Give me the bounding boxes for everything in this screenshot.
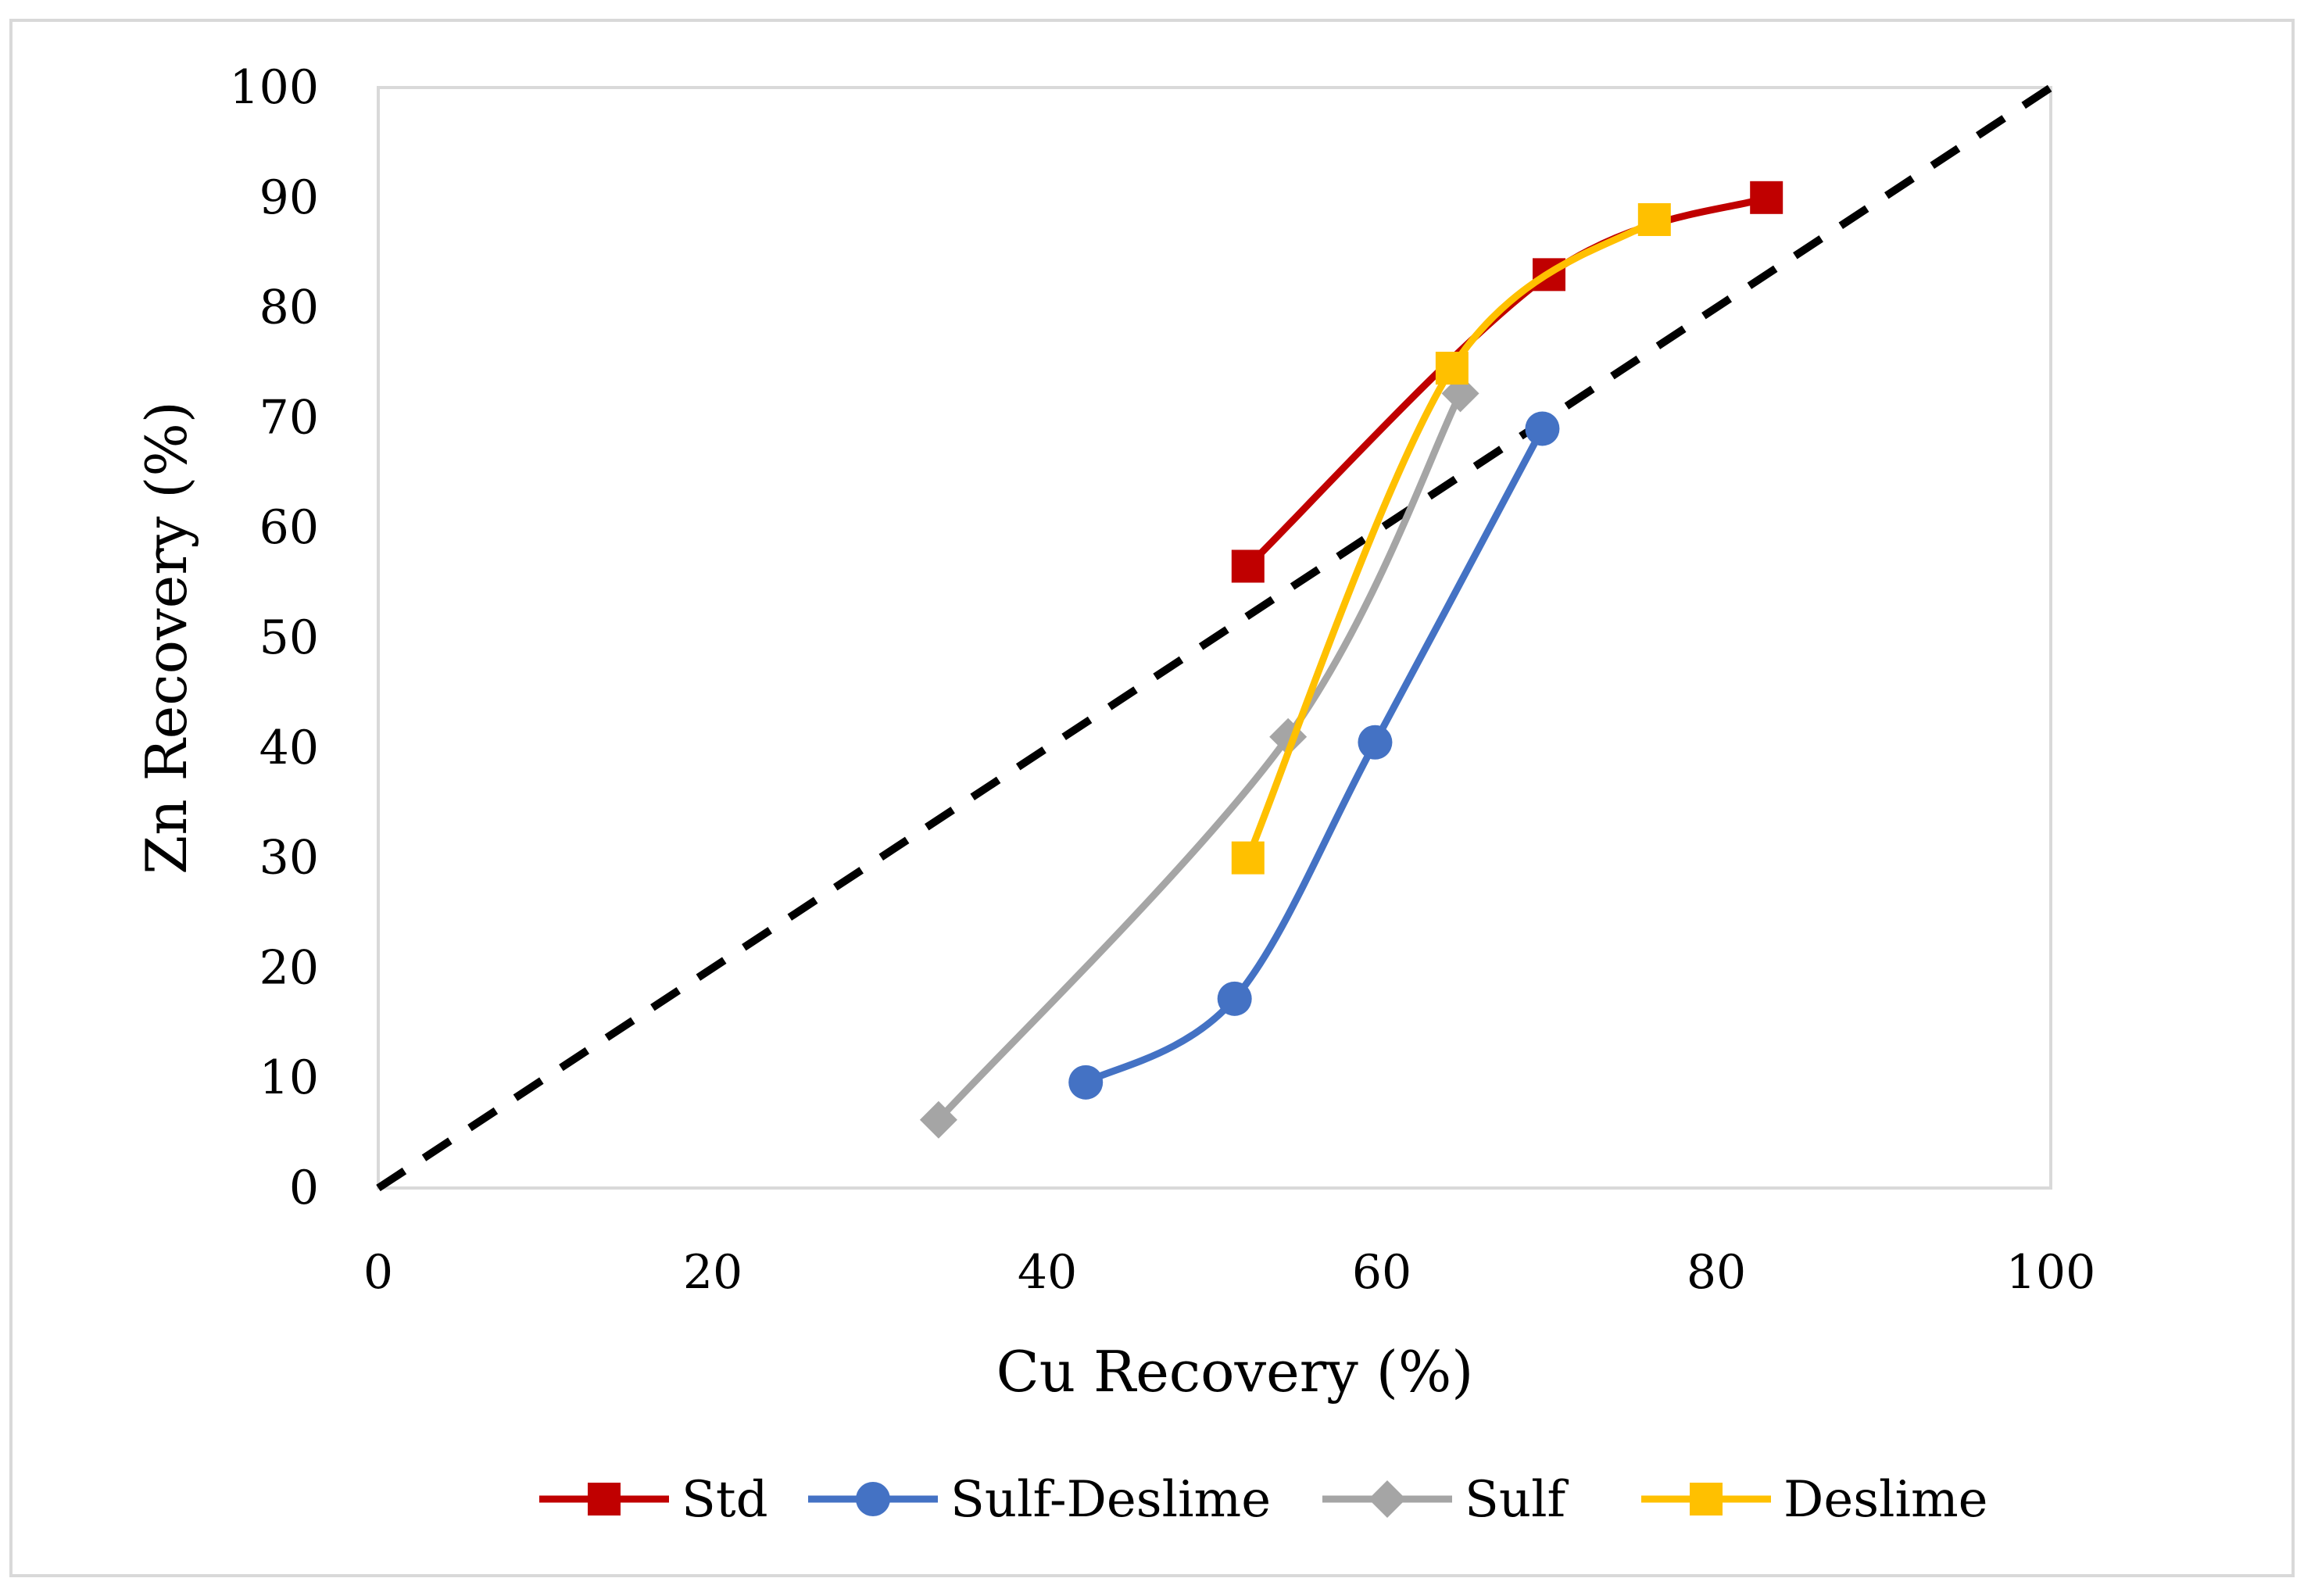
plot-area — [377, 86, 2052, 1190]
x-tick-label: 20 — [683, 1245, 742, 1300]
x-tick-label: 0 — [363, 1245, 393, 1300]
y-tick-label: 40 — [259, 721, 319, 775]
legend-label-deslime: Deslime — [1783, 1471, 1988, 1529]
data-point-sulf — [919, 1100, 957, 1139]
y-tick-label: 90 — [259, 170, 319, 225]
legend-marker-deslime — [1690, 1483, 1723, 1515]
y-tick-label: 50 — [259, 610, 319, 665]
y-tick-label: 60 — [259, 500, 319, 555]
series-sulf — [919, 374, 1479, 1139]
data-point-sulf-deslime — [1217, 981, 1252, 1016]
data-point-sulf-deslime — [1525, 411, 1560, 446]
x-tick-label: 40 — [1018, 1245, 1077, 1300]
series-deslime — [1231, 202, 1671, 875]
legend-marker-sulf — [1368, 1480, 1406, 1518]
legend-label-sulf-deslime: Sulf-Deslime — [950, 1471, 1271, 1529]
x-tick-label: 80 — [1687, 1245, 1746, 1300]
data-point-sulf-deslime — [1068, 1065, 1104, 1100]
data-point-deslime — [1231, 841, 1265, 875]
y-tick-label: 0 — [289, 1161, 319, 1215]
data-point-deslime — [1435, 352, 1469, 385]
legend-label-sulf: Sulf — [1465, 1471, 1569, 1529]
legend: Std Sulf-Deslime Sulf Deslime — [539, 1471, 1988, 1529]
series-line-sulf-deslime — [1082, 424, 1546, 1086]
data-point-std — [1231, 549, 1265, 583]
series-sulf-deslime — [1068, 411, 1560, 1100]
y-tick-label: 70 — [259, 390, 319, 445]
axis-ticks: 0 20 40 60 80 100 0 10 20 30 40 50 60 70 80 90 100 — [229, 60, 2095, 1300]
y-tick-label: 80 — [259, 281, 319, 335]
y-tick-label: 30 — [259, 831, 319, 886]
reference-dashed-line — [376, 84, 2053, 1192]
data-point-sulf-deslime — [1358, 725, 1393, 760]
x-axis-title: Cu Recovery (%) — [996, 1339, 1474, 1405]
series-layer — [919, 181, 1783, 1139]
x-tick-label: 60 — [1352, 1245, 1411, 1300]
y-tick-label: 10 — [259, 1050, 319, 1105]
series-line-deslime — [1244, 216, 1658, 862]
reference-line-layer — [376, 84, 2053, 1192]
y-axis-title: Zn Recovery (%) — [134, 401, 199, 875]
legend-label-std: Std — [682, 1471, 768, 1529]
data-point-std — [1750, 181, 1783, 214]
legend-marker-std — [588, 1483, 621, 1515]
data-point-deslime — [1637, 202, 1671, 236]
x-tick-label: 100 — [2006, 1245, 2096, 1300]
y-tick-label: 20 — [259, 940, 319, 995]
legend-marker-sulf-deslime — [856, 1482, 890, 1516]
chart-frame — [9, 19, 2295, 1577]
y-tick-label: 100 — [229, 60, 319, 115]
